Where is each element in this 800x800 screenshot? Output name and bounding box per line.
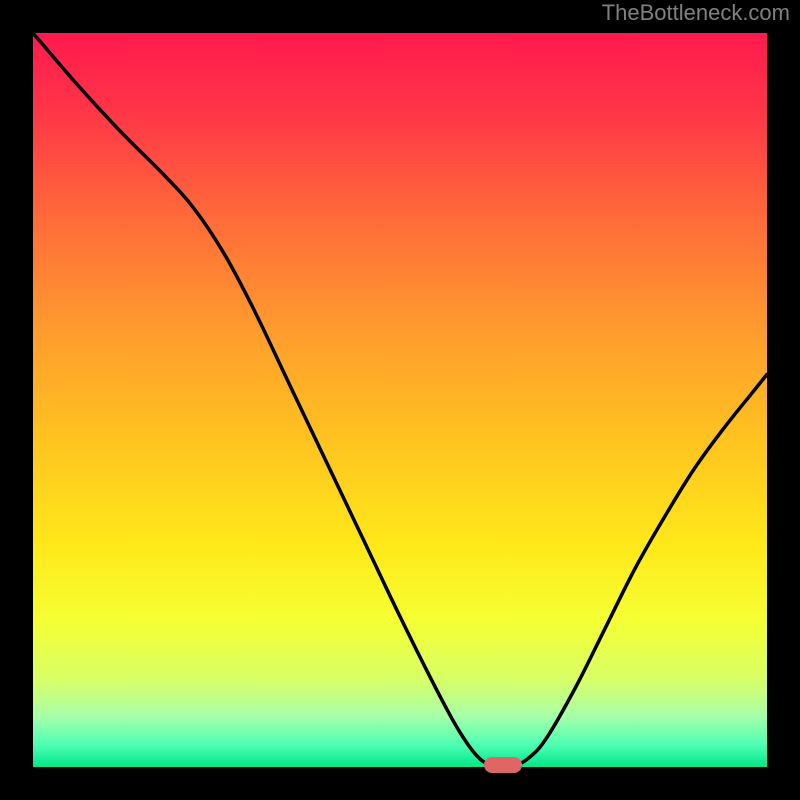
chart-canvas: TheBottleneck.com bbox=[0, 0, 800, 800]
plot-area bbox=[33, 33, 767, 767]
bottleneck-curve bbox=[33, 33, 767, 767]
optimal-point-marker bbox=[484, 757, 522, 773]
watermark-text: TheBottleneck.com bbox=[602, 0, 790, 26]
